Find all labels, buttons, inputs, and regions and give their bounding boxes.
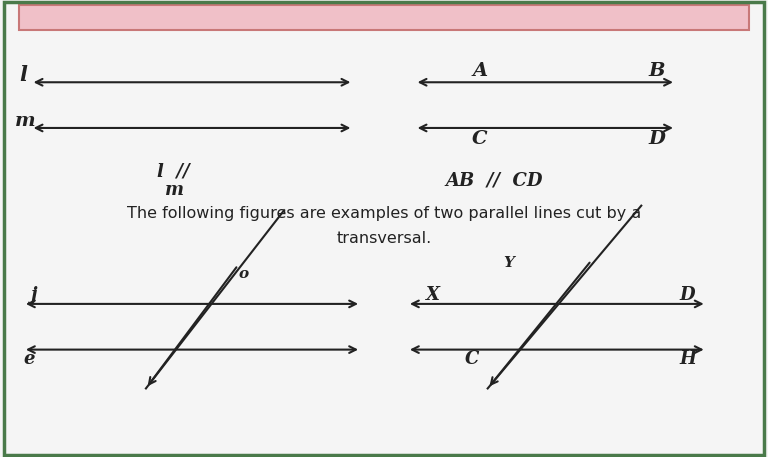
Text: C: C — [465, 350, 479, 368]
Text: m: m — [15, 112, 36, 130]
Text: Y: Y — [503, 256, 514, 270]
Text: B: B — [648, 62, 665, 80]
Text: o: o — [238, 267, 248, 281]
Text: AB  //  CD: AB // CD — [445, 171, 543, 190]
Text: m: m — [165, 181, 184, 199]
FancyBboxPatch shape — [19, 5, 749, 30]
Text: The following figures are examples of two parallel lines cut by a
transversal.: The following figures are examples of tw… — [127, 207, 641, 246]
Text: H: H — [680, 350, 697, 368]
Text: X: X — [426, 286, 440, 304]
Text: l  //: l // — [157, 162, 190, 181]
Text: l: l — [19, 65, 27, 85]
Text: A: A — [472, 62, 488, 80]
Text: D: D — [680, 286, 695, 304]
Text: C: C — [472, 130, 488, 149]
Text: D: D — [648, 130, 665, 149]
Text: e: e — [23, 350, 35, 368]
Text: j: j — [31, 286, 37, 304]
